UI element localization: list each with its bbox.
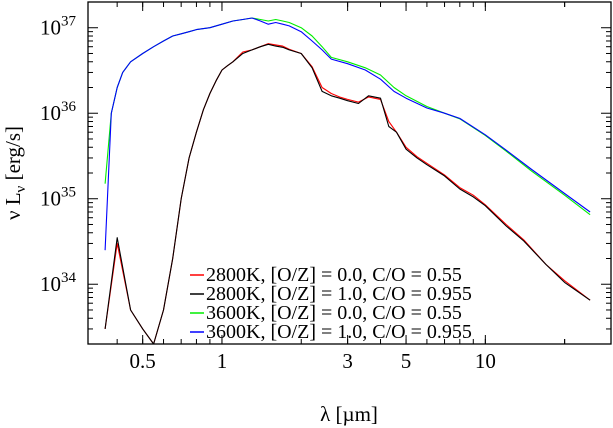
plot-frame <box>87 1 612 345</box>
axis-tick-labels: 0.5 1 3 5 10 1034 1035 1036 1037 <box>40 14 496 373</box>
x-tick-label: 3 <box>342 349 353 373</box>
x-tick-label: 10 <box>475 349 496 373</box>
x-axis-label: λ [µm] <box>320 402 378 426</box>
legend-entry-label: 3600K, [O/Z] = 1.0, C/O = 0.955 <box>206 321 472 343</box>
y-tick-label: 1034 <box>40 270 77 296</box>
y-axis-label: ν Lν [erg/s] <box>1 126 29 220</box>
series-line-4 <box>104 17 591 251</box>
y-tick-label: 1037 <box>40 14 77 40</box>
legend-entry-label: 3600K, [O/Z] = 0.0, C/O = 0.55 <box>206 302 462 324</box>
series-lines <box>104 17 591 344</box>
x-tick-label: 5 <box>401 349 412 373</box>
x-tick-label: 1 <box>217 349 228 373</box>
legend-entry-label: 2800K, [O/Z] = 1.0, C/O = 0.955 <box>206 283 472 305</box>
x-tick-label: 0.5 <box>130 349 156 373</box>
series-line-2 <box>104 43 591 344</box>
series-line-3 <box>104 17 591 216</box>
y-tick-label: 1036 <box>40 99 77 125</box>
y-tick-label: 1035 <box>40 185 76 211</box>
legend-entry-label: 2800K, [O/Z] = 0.0, C/O = 0.55 <box>206 264 462 286</box>
